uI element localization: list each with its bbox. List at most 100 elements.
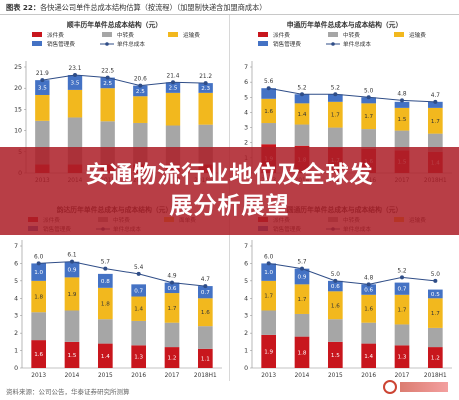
total-cost-line — [268, 87, 436, 103]
legend-label: 销售管理费 — [273, 40, 301, 48]
legend-label: 销售管理费 — [47, 40, 75, 48]
total-cost-label: 6.0 — [34, 254, 44, 260]
watermark-icon — [383, 380, 397, 394]
bar-segment — [164, 347, 180, 368]
y-tick-label: 0 — [14, 365, 18, 372]
y-tick-label: 5 — [244, 278, 248, 285]
total-cost-label: 4.8 — [364, 275, 374, 281]
bar-segment — [261, 88, 276, 99]
bar-data-label: 1.7 — [264, 294, 273, 300]
bar-data-label: 1.6 — [201, 310, 210, 316]
bar-segment — [98, 287, 113, 320]
legend-swatch-marker — [105, 42, 109, 46]
bar-segment — [328, 280, 343, 292]
total-cost-point — [300, 92, 304, 97]
bar-data-label: 1.2 — [431, 356, 440, 362]
y-tick-label: 3 — [244, 313, 248, 320]
legend-label: 派件费 — [47, 31, 64, 39]
bar-segment — [165, 92, 181, 126]
total-cost-point — [333, 92, 338, 97]
y-tick-label: 3 — [244, 125, 248, 132]
legend-label: 中转费 — [343, 31, 360, 39]
bar-data-label: 1.5 — [398, 117, 407, 123]
bar-segment — [261, 98, 276, 124]
bar-data-label: 1.7 — [431, 119, 440, 125]
banner-line-2: 展分析展望 — [169, 193, 290, 219]
bar-segment — [428, 107, 443, 134]
total-cost-label: 5.2 — [297, 85, 307, 91]
bar-segment — [31, 263, 46, 281]
legend-label: 派件费 — [273, 31, 290, 39]
bar-segment — [361, 343, 376, 368]
bar-segment — [294, 103, 310, 125]
chart-title: 申通历年单件总成本与成本结构（元） — [287, 20, 403, 29]
y-tick-label: 6 — [14, 260, 18, 267]
bar-data-label: 0.6 — [331, 284, 340, 290]
total-cost-point — [266, 86, 271, 91]
figure-title: 图表 22：各快递公司单件总成本结构估算（按流程）（加盟制快递含加盟商成本） — [6, 3, 454, 13]
bar-segment — [361, 294, 376, 323]
bar-segment — [131, 284, 146, 297]
bar-segment — [261, 280, 276, 311]
legend-swatch — [168, 32, 178, 37]
bar-segment — [394, 282, 410, 295]
bar-segment — [31, 280, 46, 313]
bar-data-label: 1.7 — [364, 114, 373, 120]
bar-segment — [98, 343, 113, 368]
legend-swatch — [328, 32, 338, 37]
bar-segment — [361, 103, 376, 130]
total-cost-label: 5.0 — [364, 88, 374, 94]
bar-data-label: 1.3 — [134, 355, 143, 361]
bar-data-label: 3.5 — [71, 80, 80, 86]
bar-segment — [261, 334, 276, 368]
bar-data-label: 2.5 — [136, 89, 145, 95]
bar-segment — [35, 80, 50, 95]
bar-segment — [428, 327, 443, 348]
total-cost-label: 4.9 — [167, 274, 177, 280]
bar-segment — [64, 310, 80, 342]
bar-segment — [164, 282, 180, 294]
x-tick-label: 2014 — [295, 373, 310, 379]
total-cost-label: 20.6 — [134, 77, 147, 83]
bar-data-label: 1.6 — [364, 307, 373, 313]
bar-segment — [64, 277, 80, 311]
bar-segment — [67, 89, 83, 118]
bar-segment — [165, 82, 181, 93]
bar-data-label: 0.9 — [298, 275, 307, 281]
bar-segment — [328, 319, 343, 342]
bar-data-label: 0.6 — [364, 288, 373, 294]
y-tick-label: 1 — [244, 348, 248, 355]
watermark-mark — [400, 382, 448, 392]
y-tick-label: 7 — [244, 64, 248, 71]
bar-segment — [361, 322, 376, 344]
y-tick-label: 20 — [14, 85, 22, 92]
x-tick-label: 2018H1 — [424, 373, 447, 379]
y-tick-label: 2 — [244, 330, 248, 337]
total-cost-label: 5.0 — [431, 272, 441, 278]
bar-data-label: 1.4 — [364, 354, 373, 360]
x-tick-label: 2017 — [165, 373, 180, 379]
bar-segment — [67, 75, 83, 90]
bar-data-label: 2.3 — [201, 86, 210, 92]
x-tick-label: 2017 — [395, 373, 410, 379]
total-cost-point — [366, 282, 371, 287]
bar-data-label: 1.9 — [68, 292, 77, 298]
total-cost-point — [266, 261, 271, 266]
total-cost-label: 5.4 — [134, 265, 144, 271]
x-tick-label: 2013 — [31, 373, 46, 379]
total-cost-label: 4.7 — [201, 277, 211, 283]
y-tick-label: 2 — [244, 140, 248, 147]
bar-data-label: 1.8 — [101, 302, 110, 308]
legend-swatch — [32, 32, 42, 37]
figure-number: 图表 22： — [6, 3, 41, 12]
legend-label: 运输费 — [409, 31, 426, 39]
bar-data-label: 1.7 — [168, 306, 177, 312]
bar-data-label: 1.7 — [398, 308, 407, 314]
y-tick-label: 2 — [14, 330, 18, 337]
total-cost-point — [433, 278, 438, 283]
bar-segment — [164, 293, 180, 323]
bar-data-label: 1.2 — [168, 356, 177, 362]
total-cost-point — [400, 98, 404, 103]
total-cost-point — [366, 95, 371, 100]
figure-title-text: 各快递公司单件总成本结构估算（按流程）（加盟制快递含加盟商成本） — [40, 3, 267, 12]
